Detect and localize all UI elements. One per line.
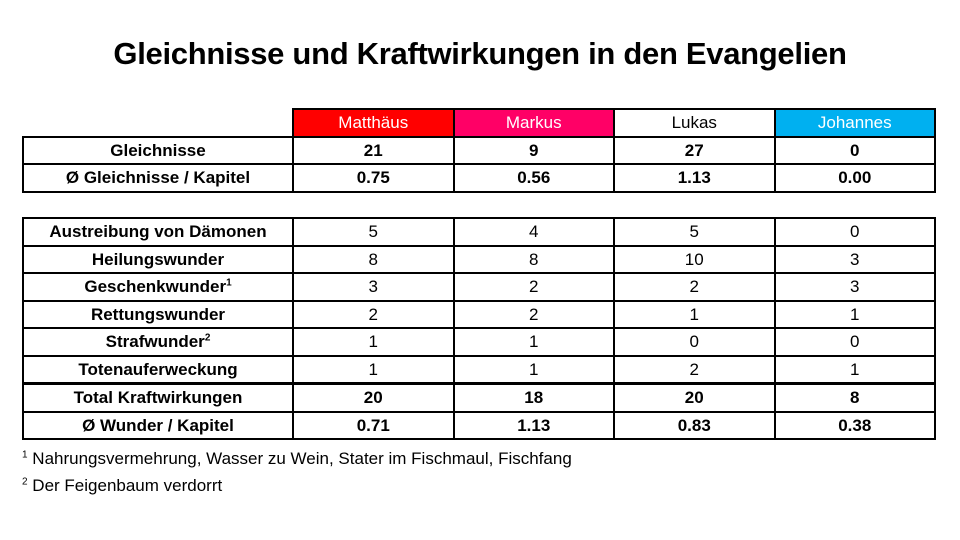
cell-value: 1 bbox=[452, 354, 615, 385]
cell-value: 0 bbox=[613, 327, 776, 357]
cell-value: 20 bbox=[613, 382, 776, 413]
cell-value: 0 bbox=[773, 135, 936, 165]
row-label: Austreibung von Dämonen bbox=[22, 217, 294, 247]
totals-row: Total Kraftwirkungen 20 18 20 8 bbox=[22, 382, 936, 413]
cell-value: 1 bbox=[292, 354, 455, 385]
footnote-mark: 1 bbox=[22, 449, 28, 461]
footnote-mark: 2 bbox=[22, 476, 28, 488]
header-matthaeus: Matthäus bbox=[292, 108, 455, 138]
row-label: Strafwunder2 bbox=[22, 327, 294, 357]
table-row: Rettungswunder 2 2 1 1 bbox=[22, 299, 936, 329]
cell-value: 0 bbox=[773, 327, 936, 357]
header-markus: Markus bbox=[452, 108, 615, 138]
header-lukas: Lukas bbox=[613, 108, 776, 138]
row-label-text: Geschenkwunder bbox=[84, 277, 227, 297]
cell-value: 4 bbox=[452, 217, 615, 247]
cell-value: 1 bbox=[613, 299, 776, 329]
cell-value: 27 bbox=[613, 135, 776, 165]
cell-value: 8 bbox=[452, 244, 615, 274]
header-row: Matthäus Markus Lukas Johannes bbox=[23, 108, 936, 138]
cell-value: 2 bbox=[452, 272, 615, 302]
footnote-mark: 2 bbox=[204, 332, 211, 344]
row-label: Rettungswunder bbox=[22, 299, 294, 329]
cell-value: 0.38 bbox=[773, 410, 936, 440]
footnote-text: Nahrungsvermehrung, Wasser zu Wein, Stat… bbox=[32, 449, 572, 468]
cell-value: 0.75 bbox=[292, 163, 455, 193]
cell-value: 8 bbox=[773, 382, 936, 413]
parables-table: Matthäus Markus Lukas Johannes Gleichnis… bbox=[22, 108, 936, 193]
cell-value: 9 bbox=[452, 135, 615, 165]
cell-value: 3 bbox=[773, 244, 936, 274]
footnote-2: 2 Der Feigenbaum verdorrt bbox=[22, 476, 222, 496]
row-label: Ø Gleichnisse / Kapitel bbox=[22, 163, 294, 193]
cell-value: 3 bbox=[773, 272, 936, 302]
footnote-mark: 1 bbox=[226, 277, 232, 289]
cell-value: 0.00 bbox=[773, 163, 936, 193]
cell-value: 1 bbox=[773, 354, 936, 385]
cell-value: 20 bbox=[292, 382, 455, 413]
cell-value: 1.13 bbox=[452, 410, 615, 440]
cell-value: 5 bbox=[613, 217, 776, 247]
cell-value: 10 bbox=[613, 244, 776, 274]
row-label: Total Kraftwirkungen bbox=[22, 382, 294, 413]
cell-value: 21 bbox=[292, 135, 455, 165]
cell-value: 0.83 bbox=[613, 410, 776, 440]
cell-value: 1 bbox=[452, 327, 615, 357]
cell-value: 2 bbox=[613, 272, 776, 302]
cell-value: 3 bbox=[292, 272, 455, 302]
cell-value: 2 bbox=[452, 299, 615, 329]
table-row: Heilungswunder 8 8 10 3 bbox=[22, 244, 936, 274]
header-blank bbox=[23, 109, 293, 137]
row-label: Gleichnisse bbox=[22, 135, 294, 165]
row-label-text: Strafwunder bbox=[105, 332, 205, 352]
cell-value: 2 bbox=[613, 354, 776, 385]
cell-value: 2 bbox=[292, 299, 455, 329]
table-row: Geschenkwunder1 3 2 2 3 bbox=[22, 272, 936, 302]
table-row: Gleichnisse 21 9 27 0 bbox=[22, 135, 936, 165]
miracles-table: Austreibung von Dämonen 5 4 5 0 Heilungs… bbox=[22, 217, 936, 440]
footnote-1: 1 Nahrungsvermehrung, Wasser zu Wein, St… bbox=[22, 449, 572, 469]
row-label: Geschenkwunder1 bbox=[22, 272, 294, 302]
cell-value: 1.13 bbox=[613, 163, 776, 193]
cell-value: 18 bbox=[452, 382, 615, 413]
row-label: Ø Wunder / Kapitel bbox=[22, 410, 294, 440]
table-row: Totenauferweckung 1 1 2 1 bbox=[22, 354, 936, 385]
table-row: Austreibung von Dämonen 5 4 5 0 bbox=[22, 217, 936, 247]
page-title: Gleichnisse und Kraftwirkungen in den Ev… bbox=[113, 36, 847, 71]
cell-value: 0.56 bbox=[452, 163, 615, 193]
table-row: Strafwunder2 1 1 0 0 bbox=[22, 327, 936, 357]
avg-row: Ø Wunder / Kapitel 0.71 1.13 0.83 0.38 bbox=[22, 410, 936, 440]
cell-value: 8 bbox=[292, 244, 455, 274]
header-johannes: Johannes bbox=[773, 108, 936, 138]
cell-value: 1 bbox=[292, 327, 455, 357]
cell-value: 0.71 bbox=[292, 410, 455, 440]
cell-value: 0 bbox=[773, 217, 936, 247]
cell-value: 5 bbox=[292, 217, 455, 247]
row-label: Heilungswunder bbox=[22, 244, 294, 274]
table-row: Ø Gleichnisse / Kapitel 0.75 0.56 1.13 0… bbox=[22, 163, 936, 193]
row-label: Totenauferweckung bbox=[22, 354, 294, 385]
cell-value: 1 bbox=[773, 299, 936, 329]
footnote-text: Der Feigenbaum verdorrt bbox=[32, 476, 223, 495]
